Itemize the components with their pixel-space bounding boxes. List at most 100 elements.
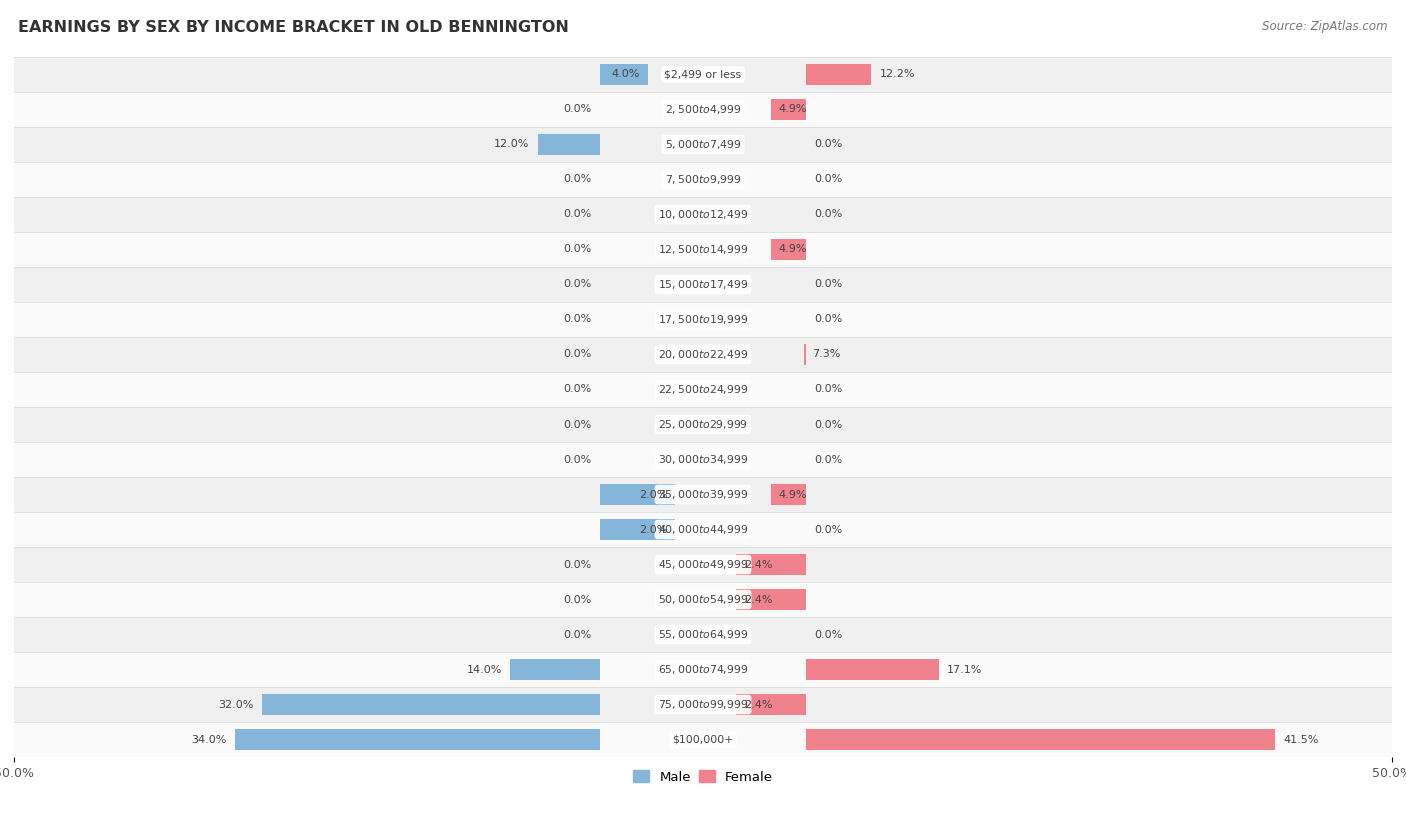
Text: 0.0%: 0.0% [814,524,842,535]
Text: $22,500 to $24,999: $22,500 to $24,999 [658,383,748,396]
Text: 0.0%: 0.0% [564,384,592,395]
Text: 14.0%: 14.0% [467,664,502,675]
Bar [14,617,1392,652]
Bar [807,659,939,681]
Text: $65,000 to $74,999: $65,000 to $74,999 [658,663,748,676]
Text: 0.0%: 0.0% [814,384,842,395]
Text: $7,500 to $9,999: $7,500 to $9,999 [665,173,741,186]
Text: 2.0%: 2.0% [638,524,668,535]
Bar [737,554,807,575]
Bar [804,344,807,365]
Legend: Male, Female: Male, Female [627,765,779,789]
Text: $2,499 or less: $2,499 or less [665,69,741,80]
Bar [599,484,675,505]
Bar [14,197,1392,232]
Text: 4.9%: 4.9% [779,244,807,255]
Text: 0.0%: 0.0% [814,209,842,220]
Bar [737,589,807,610]
Text: $15,000 to $17,499: $15,000 to $17,499 [658,278,748,291]
Bar [770,98,807,120]
Text: 0.0%: 0.0% [564,594,592,605]
Text: 0.0%: 0.0% [814,279,842,290]
Text: 7.3%: 7.3% [811,349,841,360]
Text: 0.0%: 0.0% [564,279,592,290]
Text: 0.0%: 0.0% [814,629,842,640]
Text: EARNINGS BY SEX BY INCOME BRACKET IN OLD BENNINGTON: EARNINGS BY SEX BY INCOME BRACKET IN OLD… [18,20,569,35]
Text: 0.0%: 0.0% [564,454,592,465]
Text: $30,000 to $34,999: $30,000 to $34,999 [658,453,748,466]
Text: $75,000 to $99,999: $75,000 to $99,999 [658,698,748,711]
Bar [14,267,1392,302]
Bar [14,372,1392,407]
Text: 0.0%: 0.0% [564,314,592,325]
Text: 0.0%: 0.0% [564,419,592,430]
Text: 4.9%: 4.9% [779,489,807,500]
Text: 0.0%: 0.0% [564,244,592,255]
Bar [14,547,1392,582]
Text: 0.0%: 0.0% [814,454,842,465]
Text: 0.0%: 0.0% [814,174,842,185]
Bar [14,162,1392,197]
Text: $12,500 to $14,999: $12,500 to $14,999 [658,243,748,256]
Text: 12.0%: 12.0% [494,139,530,150]
Text: 0.0%: 0.0% [814,139,842,150]
Text: $55,000 to $64,999: $55,000 to $64,999 [658,628,748,641]
Bar [14,127,1392,162]
Bar [770,484,807,505]
Text: $50,000 to $54,999: $50,000 to $54,999 [658,593,748,606]
Text: $100,000+: $100,000+ [672,734,734,745]
Bar [14,57,1392,92]
Text: 2.4%: 2.4% [744,594,773,605]
Text: $40,000 to $44,999: $40,000 to $44,999 [658,523,748,536]
Text: 4.0%: 4.0% [612,69,640,80]
Bar [14,302,1392,337]
Text: Source: ZipAtlas.com: Source: ZipAtlas.com [1263,20,1388,33]
Text: 12.2%: 12.2% [879,69,915,80]
Text: 0.0%: 0.0% [564,559,592,570]
Bar [599,63,648,85]
Bar [599,519,675,540]
Text: 2.0%: 2.0% [638,489,668,500]
Text: 34.0%: 34.0% [191,734,226,745]
Bar [14,337,1392,372]
Text: 0.0%: 0.0% [564,349,592,360]
Text: 0.0%: 0.0% [564,104,592,115]
Bar [14,477,1392,512]
Text: 2.4%: 2.4% [744,559,773,570]
Bar [235,729,599,751]
Bar [14,582,1392,617]
Bar [14,92,1392,127]
Bar [14,512,1392,547]
Text: 2.4%: 2.4% [744,699,773,710]
Text: 4.9%: 4.9% [779,104,807,115]
Text: $25,000 to $29,999: $25,000 to $29,999 [658,418,748,431]
Bar [14,722,1392,757]
Bar [737,694,807,716]
Text: $10,000 to $12,499: $10,000 to $12,499 [658,208,748,221]
Text: 0.0%: 0.0% [814,419,842,430]
Bar [14,407,1392,442]
Text: 0.0%: 0.0% [564,209,592,220]
Bar [14,442,1392,477]
Text: $35,000 to $39,999: $35,000 to $39,999 [658,488,748,501]
Bar [770,239,807,260]
Bar [14,652,1392,687]
Text: $20,000 to $22,499: $20,000 to $22,499 [658,348,748,361]
Text: $5,000 to $7,499: $5,000 to $7,499 [665,138,741,151]
Text: $2,500 to $4,999: $2,500 to $4,999 [665,103,741,116]
Bar [14,687,1392,722]
Bar [807,63,872,85]
Text: 41.5%: 41.5% [1284,734,1319,745]
Bar [807,729,1275,751]
Bar [14,232,1392,267]
Text: 0.0%: 0.0% [564,629,592,640]
Bar [537,133,599,155]
Text: $17,500 to $19,999: $17,500 to $19,999 [658,313,748,326]
Bar [510,659,599,681]
Text: 17.1%: 17.1% [946,664,983,675]
Bar [262,694,599,716]
Text: $45,000 to $49,999: $45,000 to $49,999 [658,558,748,571]
Text: 0.0%: 0.0% [564,174,592,185]
Text: 0.0%: 0.0% [814,314,842,325]
Text: 32.0%: 32.0% [218,699,254,710]
